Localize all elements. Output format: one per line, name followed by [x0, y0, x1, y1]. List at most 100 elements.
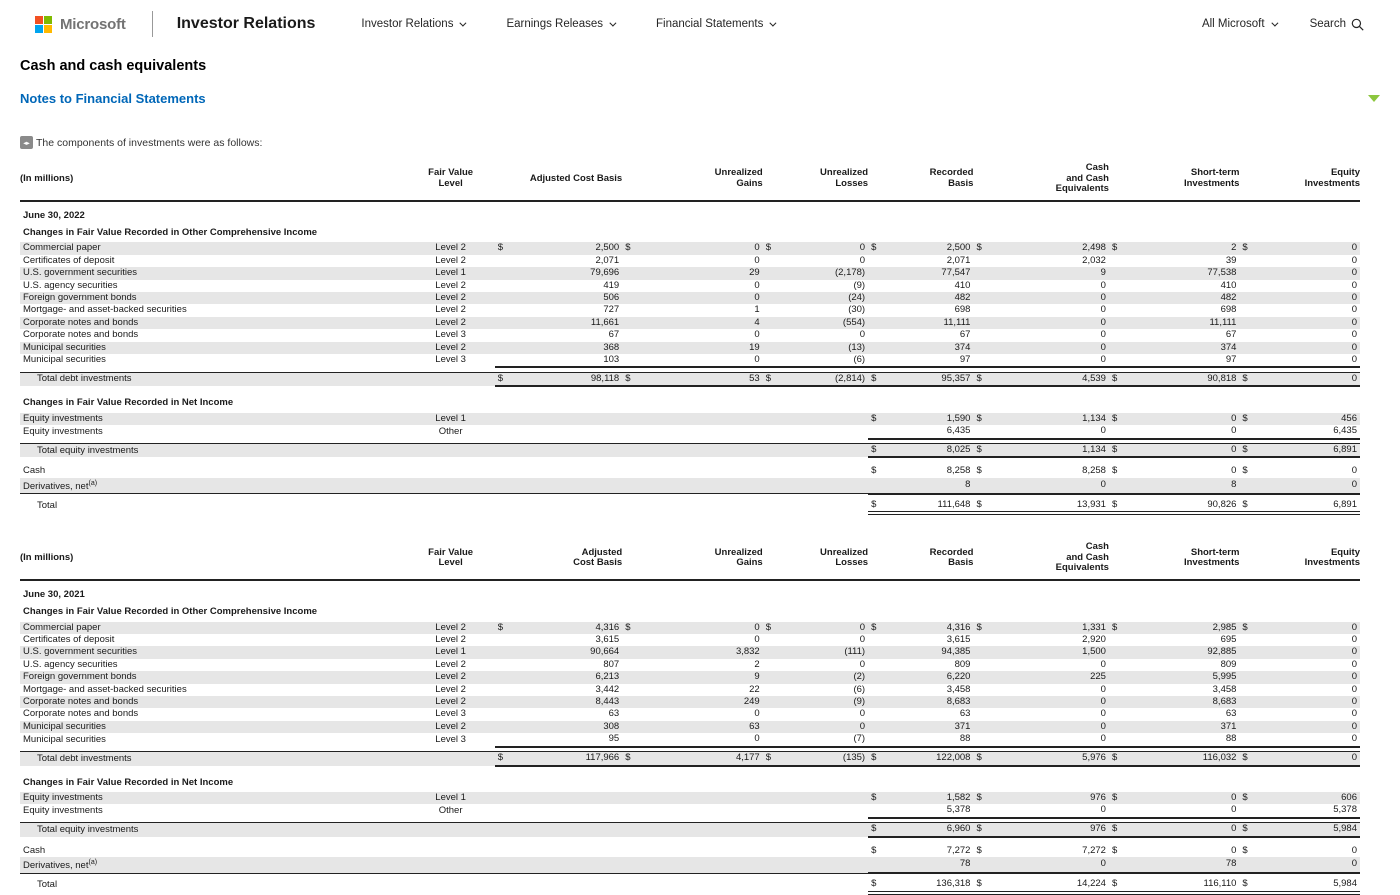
- table-row: U.S. agency securities Level 2 419 0 (9) 410 0…: [20, 280, 1360, 292]
- dollar-sign-cell: $: [973, 878, 998, 895]
- dollar-header-cell: [1108, 159, 1134, 202]
- spacer-cell: [20, 873, 1360, 879]
- fair-value-level-header: Fair Value Level: [406, 159, 495, 202]
- row-label-cell: Municipal securities: [20, 341, 407, 354]
- dollar-sign-cell: [622, 822, 647, 837]
- value-cell: 0: [1133, 412, 1240, 426]
- value-cell: 0: [1100, 279, 1106, 291]
- fair-value-level-cell: [406, 499, 494, 513]
- dollar-sign-cell: [762, 733, 787, 748]
- value-cell: 695: [1220, 634, 1237, 645]
- value-cell: 9: [646, 671, 763, 684]
- dollar-sign-cell: $: [1239, 242, 1264, 255]
- dollar-sign-cell: [494, 316, 519, 330]
- microsoft-logo[interactable]: Microsoft: [35, 15, 126, 33]
- column-header: Equity Investments: [1263, 538, 1360, 581]
- dollar-sign-cell: $: [868, 498, 893, 516]
- dollar-sign-cell: $: [1242, 844, 1248, 856]
- dollar-sign-cell: [622, 671, 647, 684]
- dollar-sign-cell: [973, 304, 997, 316]
- all-microsoft-label: All Microsoft: [1201, 18, 1265, 30]
- value-cell: (13): [786, 341, 869, 354]
- value-cell: 0: [997, 291, 1109, 305]
- dollar-sign-cell: [494, 696, 519, 709]
- table-row: Municipal securities Level 2 308 63 0 371 0 371…: [20, 720, 1360, 734]
- dollar-sign-cell: [1108, 696, 1134, 709]
- site-title[interactable]: Investor Relations: [176, 15, 316, 32]
- value-cell: 2: [1133, 242, 1240, 255]
- value-cell: 0: [1263, 242, 1360, 255]
- value-cell: 0: [786, 621, 869, 634]
- chevron-down-icon: [459, 19, 467, 27]
- value-cell: 90,818: [1133, 371, 1240, 388]
- row-label-cell: Total debt investments: [20, 751, 407, 766]
- value-cell: 0: [859, 634, 866, 645]
- value-cell: 0: [1263, 696, 1360, 709]
- dollar-sign-cell: $: [1111, 844, 1118, 856]
- value-cell: [646, 443, 763, 458]
- dollar-sign-cell: [622, 659, 646, 671]
- value-cell: 77,547: [892, 267, 974, 280]
- value-cell: 0: [1351, 304, 1357, 316]
- notes-to-financial-statements-link[interactable]: Notes to Financial Statements: [20, 91, 206, 106]
- cash-row: Derivatives, net(a) 8 0 8 0: [20, 477, 1360, 495]
- value-cell: 0: [1231, 465, 1237, 477]
- value-cell: 0: [754, 279, 760, 291]
- all-microsoft-menu[interactable]: All Microsoft: [1201, 18, 1279, 30]
- value-cell: 0: [1263, 267, 1360, 280]
- dollar-sign-cell: $: [973, 412, 998, 426]
- value-cell: 0: [1263, 371, 1360, 388]
- dollar-sign-cell: [1109, 329, 1133, 341]
- value-cell: 8: [1133, 477, 1240, 495]
- nav-item-financial-statements[interactable]: Financial Statements: [656, 18, 777, 30]
- value-cell: 976: [997, 791, 1109, 805]
- fair-value-level-cell: Level 1: [406, 412, 495, 426]
- dollar-header-cell: [1108, 538, 1134, 581]
- row-label-cell: Equity investments: [23, 425, 103, 437]
- section-total-row: Total equity investments $8,025 $1,134 $0 $6…: [20, 443, 1360, 459]
- value-cell: 92,885: [1133, 646, 1240, 659]
- value-cell: 0: [646, 242, 763, 255]
- value-cell: 0: [1351, 683, 1357, 695]
- dollar-sign-cell: [973, 804, 998, 819]
- value-cell: 1,134: [997, 412, 1109, 426]
- value-cell: 0: [1351, 708, 1357, 720]
- value-cell: 0: [1263, 621, 1360, 634]
- value-cell: (2): [786, 671, 869, 684]
- spacer-row: [20, 386, 1360, 395]
- value-cell: 0: [859, 708, 866, 720]
- value-cell: 0: [1263, 857, 1360, 875]
- dollar-sign-cell: [868, 720, 893, 734]
- value-cell: 0: [1231, 844, 1237, 856]
- collapse-caret-icon[interactable]: [1368, 95, 1380, 102]
- dollar-sign-cell: [495, 684, 519, 696]
- value-cell: 1,500: [997, 646, 1109, 659]
- nav-item-earnings-releases[interactable]: Earnings Releases: [506, 18, 617, 30]
- value-cell: 0: [1100, 683, 1106, 695]
- value-cell: 117,966: [518, 751, 623, 767]
- dollar-sign-cell: $: [871, 465, 877, 477]
- dollar-sign-cell: [622, 443, 647, 458]
- value-cell: [646, 804, 762, 817]
- dollar-sign-cell: [1109, 708, 1133, 720]
- dollar-sign-cell: [495, 878, 519, 892]
- search-button[interactable]: Search: [1310, 18, 1364, 31]
- dollar-sign-cell: [494, 671, 519, 684]
- value-cell: 7,272: [1082, 844, 1106, 856]
- dollar-sign-cell: [1239, 267, 1264, 280]
- dollar-sign-cell: [763, 304, 787, 316]
- row-label-cell: U.S. government securities: [20, 646, 407, 659]
- row-label-cell: Municipal securities: [23, 354, 106, 366]
- dollar-sign-cell: [1239, 477, 1264, 495]
- value-cell: 8,683: [892, 696, 974, 709]
- value-cell: 0: [1263, 671, 1360, 684]
- dollar-sign-cell: [622, 696, 647, 709]
- section-total-row: Total debt investments $117,966 $4,177 $ (13…: [20, 751, 1360, 767]
- row-label-cell: Foreign government bonds: [20, 291, 407, 305]
- value-cell: 95,357: [892, 371, 974, 388]
- grand-total-row: Total $136,318 $14,224 $116,110 $5,984: [20, 878, 1360, 895]
- nav-item-investor-relations[interactable]: Investor Relations: [361, 18, 467, 30]
- table-row: Equity investments Level 1 $1,590 $1,134 $0 $…: [20, 412, 1360, 426]
- dollar-sign-cell: [1109, 255, 1133, 267]
- dollar-sign-cell: [868, 341, 893, 354]
